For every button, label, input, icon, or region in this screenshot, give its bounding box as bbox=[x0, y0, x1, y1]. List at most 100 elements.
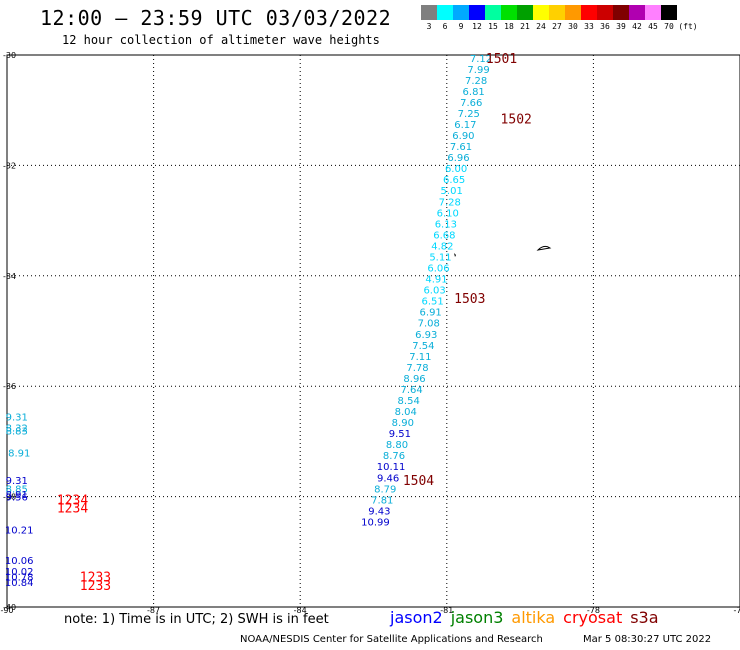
wave-height-value: 6.68 bbox=[433, 230, 455, 241]
lon-tick-label: -78 bbox=[587, 606, 600, 615]
lat-lon-grid bbox=[7, 55, 740, 607]
pass-time-label: 1503 bbox=[454, 292, 485, 307]
color-scale-bar bbox=[421, 5, 677, 20]
wave-height-value: 6.17 bbox=[454, 120, 476, 131]
lat-tick-label: -36 bbox=[3, 382, 16, 391]
wave-height-value: 9.31 bbox=[6, 476, 28, 487]
scale-label: 30 bbox=[568, 22, 578, 31]
wave-height-value: 7.54 bbox=[412, 341, 434, 352]
scale-label: 39 bbox=[616, 22, 626, 31]
scale-swatch bbox=[485, 5, 501, 20]
scale-swatch bbox=[437, 5, 453, 20]
scale-label: 21 bbox=[520, 22, 530, 31]
wave-height-value: 6.96 bbox=[447, 153, 469, 164]
lon-tick-label: -90 bbox=[0, 606, 13, 615]
pass-time-label: 1233 bbox=[80, 579, 111, 594]
pass-time-label: 1233 bbox=[80, 571, 111, 586]
axis-tick-labels: -90 -87 -84 -81 -78 -75 -30 -32 -34 -36 -38 -40 bbox=[0, 51, 740, 615]
scale-label: 9 bbox=[458, 22, 464, 31]
pass-time-label: 1234 bbox=[57, 502, 88, 517]
map-frame bbox=[6, 54, 740, 608]
wave-height-value: 7.11 bbox=[409, 352, 431, 363]
lat-tick-label: -30 bbox=[3, 51, 16, 60]
wave-height-value: 8.91 bbox=[8, 448, 30, 459]
wave-height-value: 10.11 bbox=[377, 462, 406, 473]
scale-label: 27 bbox=[552, 22, 562, 31]
wave-height-value: 7.66 bbox=[460, 98, 482, 109]
wave-height-value: 7.99 bbox=[467, 65, 489, 76]
scale-unit: (ft) bbox=[678, 22, 698, 31]
scale-label: 15 bbox=[488, 22, 498, 31]
wave-height-value: 8.76 bbox=[383, 451, 405, 462]
satellite-legend: jason2 jason3 altika cryosat s3a bbox=[390, 608, 659, 627]
land-features bbox=[454, 245, 552, 257]
scale-swatch bbox=[613, 5, 629, 20]
generated-date: Mar 5 08:30:27 UTC 2022 bbox=[583, 634, 712, 645]
wave-height-value: 9.31 bbox=[6, 413, 28, 424]
wave-height-value: 8.85 bbox=[6, 484, 28, 495]
wave-height-value: 9.43 bbox=[368, 506, 390, 517]
wave-height-value: 8.90 bbox=[392, 418, 414, 429]
scale-swatch bbox=[661, 5, 677, 20]
lat-tick-label: -40 bbox=[3, 603, 16, 612]
wave-height-value: 10.84 bbox=[5, 578, 34, 589]
wave-height-value: 7.81 bbox=[371, 495, 393, 506]
wave-height-value: 10.21 bbox=[5, 526, 34, 537]
satellite-legend-altika: altika bbox=[511, 608, 556, 627]
wave-height-value: 5.01 bbox=[441, 186, 463, 197]
scale-swatch bbox=[565, 5, 581, 20]
satellite-legend-s3a: s3a bbox=[630, 608, 659, 627]
credit-line: NOAA/NESDIS Center for Satellite Applica… bbox=[240, 634, 543, 645]
wave-height-value: 7.78 bbox=[406, 363, 428, 374]
wave-height-value: 7.28 bbox=[439, 197, 461, 208]
wave-height-value: 6.10 bbox=[437, 208, 459, 219]
wave-height-value: 6.06 bbox=[427, 264, 449, 275]
wave-height-value: 9.51 bbox=[389, 429, 411, 440]
wave-height-values: 7.127.997.286.817.667.256.176.907.616.96… bbox=[5, 54, 492, 589]
lat-tick-label: -38 bbox=[3, 493, 16, 502]
scale-label: 24 bbox=[536, 22, 546, 31]
wave-height-value: 6.03 bbox=[423, 286, 445, 297]
footnote: note: 1) Time is in UTC; 2) SWH is in fe… bbox=[64, 612, 329, 627]
scale-label: 6 bbox=[442, 22, 448, 31]
scale-swatch bbox=[533, 5, 549, 20]
wave-height-value: 10.06 bbox=[5, 556, 34, 567]
wave-height-value: 8.54 bbox=[398, 396, 420, 407]
wave-height-value: 10.02 bbox=[5, 567, 34, 578]
wave-height-value: 7.08 bbox=[418, 319, 440, 330]
island-shape-small bbox=[454, 253, 456, 257]
wave-height-value: 6.81 bbox=[463, 87, 485, 98]
scale-label: 42 bbox=[632, 22, 642, 31]
wave-height-value: 10.99 bbox=[361, 517, 390, 528]
pass-time-label: 1502 bbox=[501, 112, 532, 127]
wave-height-value: 6.91 bbox=[420, 308, 442, 319]
scale-swatch bbox=[549, 5, 565, 20]
satellite-legend-jason3: jason3 bbox=[450, 608, 504, 627]
wave-height-value: 6.00 bbox=[445, 164, 467, 175]
island-shape bbox=[536, 245, 552, 251]
wave-height-value: 8.04 bbox=[395, 407, 417, 418]
scale-label: 12 bbox=[472, 22, 482, 31]
wave-height-value: 8.80 bbox=[386, 440, 408, 451]
scale-swatch bbox=[453, 5, 469, 20]
wave-height-value: 9.46 bbox=[377, 473, 399, 484]
lon-tick-label: -75 bbox=[733, 606, 740, 615]
wave-height-value: 7.28 bbox=[465, 76, 487, 87]
wave-height-value: 5.11 bbox=[429, 252, 451, 263]
wave-height-value: 7.12 bbox=[470, 54, 492, 65]
wave-height-value: 6.90 bbox=[452, 131, 474, 142]
scale-swatch bbox=[629, 5, 645, 20]
wave-height-value: 6.93 bbox=[415, 330, 437, 341]
lon-tick-label: -81 bbox=[440, 606, 453, 615]
chart-title: 12:00 – 23:59 UTC 03/03/2022 bbox=[40, 6, 392, 30]
wave-height-value: 8.91 bbox=[6, 490, 28, 501]
wave-height-value: 8.96 bbox=[403, 374, 425, 385]
satellite-legend-cryosat: cryosat bbox=[563, 608, 623, 627]
scale-swatch bbox=[581, 5, 597, 20]
pass-time-label: 1234 bbox=[57, 493, 88, 508]
scale-label: 3 bbox=[426, 22, 432, 31]
scale-swatch bbox=[597, 5, 613, 20]
scale-label: 18 bbox=[504, 22, 514, 31]
pass-time-label: 1501 bbox=[486, 52, 517, 67]
